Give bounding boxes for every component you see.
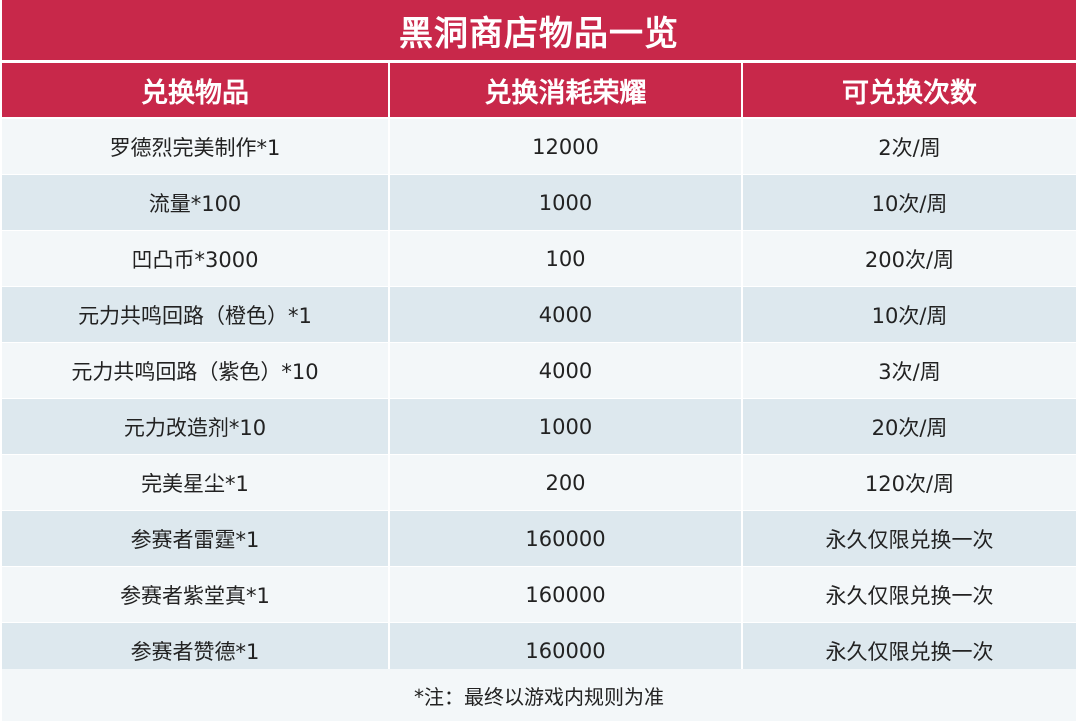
table-row: 罗德烈完美制作*1 12000 2次/周 [2,119,1076,175]
table-row: 元力改造剂*10 1000 20次/周 [2,399,1076,455]
page-title: 黑洞商店物品一览 [2,0,1076,60]
exchange-table: 兑换物品 兑换消耗荣耀 可兑换次数 罗德烈完美制作*1 12000 2次/周 流… [2,63,1076,679]
column-header-cost: 兑换消耗荣耀 [390,63,741,117]
item-cell: 元力共鸣回路（橙色）*1 [2,287,388,342]
limit-cell: 10次/周 [743,287,1076,342]
cost-cell: 1000 [390,175,741,230]
table-row: 凹凸币*3000 100 200次/周 [2,231,1076,287]
table-header-row: 兑换物品 兑换消耗荣耀 可兑换次数 [2,63,1076,117]
limit-cell: 120次/周 [743,455,1076,510]
limit-cell: 永久仅限兑换一次 [743,623,1076,678]
limit-cell: 20次/周 [743,399,1076,454]
footnote: *注：最终以游戏内规则为准 [2,669,1076,721]
limit-cell: 3次/周 [743,343,1076,398]
column-header-limit: 可兑换次数 [743,63,1076,117]
item-cell: 参赛者赞德*1 [2,623,388,678]
cost-cell: 200 [390,455,741,510]
table-body: 罗德烈完美制作*1 12000 2次/周 流量*100 1000 10次/周 凹… [2,119,1076,679]
cost-cell: 160000 [390,511,741,566]
limit-cell: 200次/周 [743,231,1076,286]
item-cell: 元力共鸣回路（紫色）*10 [2,343,388,398]
item-cell: 完美星尘*1 [2,455,388,510]
limit-cell: 永久仅限兑换一次 [743,511,1076,566]
table-row: 参赛者紫堂真*1 160000 永久仅限兑换一次 [2,567,1076,623]
table-row: 流量*100 1000 10次/周 [2,175,1076,231]
item-cell: 参赛者紫堂真*1 [2,567,388,622]
item-cell: 流量*100 [2,175,388,230]
table-row: 元力共鸣回路（紫色）*10 4000 3次/周 [2,343,1076,399]
table-row: 参赛者赞德*1 160000 永久仅限兑换一次 [2,623,1076,679]
cost-cell: 4000 [390,343,741,398]
table-row: 参赛者雷霆*1 160000 永久仅限兑换一次 [2,511,1076,567]
item-cell: 罗德烈完美制作*1 [2,119,388,174]
cost-cell: 100 [390,231,741,286]
cost-cell: 1000 [390,399,741,454]
limit-cell: 10次/周 [743,175,1076,230]
table-row: 完美星尘*1 200 120次/周 [2,455,1076,511]
cost-cell: 160000 [390,567,741,622]
limit-cell: 2次/周 [743,119,1076,174]
limit-cell: 永久仅限兑换一次 [743,567,1076,622]
item-cell: 元力改造剂*10 [2,399,388,454]
cost-cell: 160000 [390,623,741,678]
table-row: 元力共鸣回路（橙色）*1 4000 10次/周 [2,287,1076,343]
cost-cell: 12000 [390,119,741,174]
column-header-item: 兑换物品 [2,63,388,117]
item-cell: 参赛者雷霆*1 [2,511,388,566]
cost-cell: 4000 [390,287,741,342]
item-cell: 凹凸币*3000 [2,231,388,286]
